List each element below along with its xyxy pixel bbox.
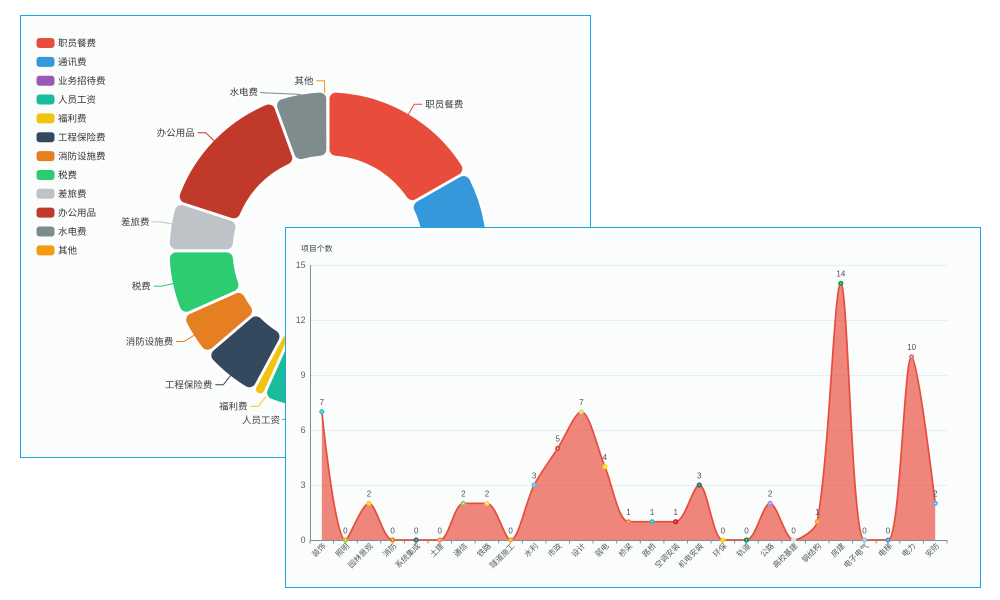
svg-text:2: 2 xyxy=(367,490,372,499)
svg-text:2: 2 xyxy=(768,490,773,499)
svg-text:7: 7 xyxy=(320,398,325,407)
svg-text:2: 2 xyxy=(933,490,938,499)
svg-text:15: 15 xyxy=(296,260,306,270)
svg-text:12: 12 xyxy=(296,315,306,325)
svg-text:6: 6 xyxy=(301,425,306,435)
svg-text:2: 2 xyxy=(485,490,490,499)
svg-text:3: 3 xyxy=(301,480,306,490)
svg-text:0: 0 xyxy=(862,526,867,535)
svg-text:7: 7 xyxy=(579,398,584,407)
svg-text:4: 4 xyxy=(603,453,608,462)
svg-text:1: 1 xyxy=(815,508,820,517)
svg-text:0: 0 xyxy=(343,526,348,535)
svg-text:2: 2 xyxy=(461,490,466,499)
svg-text:0: 0 xyxy=(721,526,726,535)
svg-text:1: 1 xyxy=(673,508,678,517)
svg-text:3: 3 xyxy=(697,471,702,480)
svg-text:0: 0 xyxy=(414,526,419,535)
svg-text:0: 0 xyxy=(508,526,513,535)
svg-text:0: 0 xyxy=(744,526,749,535)
svg-text:1: 1 xyxy=(626,508,631,517)
svg-text:0: 0 xyxy=(886,526,891,535)
svg-text:0: 0 xyxy=(301,535,306,545)
svg-text:0: 0 xyxy=(791,526,796,535)
svg-text:0: 0 xyxy=(390,526,395,535)
svg-text:0: 0 xyxy=(438,526,443,535)
svg-text:14: 14 xyxy=(836,270,845,279)
svg-text:1: 1 xyxy=(650,508,655,517)
svg-text:5: 5 xyxy=(555,435,560,444)
svg-text:10: 10 xyxy=(907,343,916,352)
svg-text:3: 3 xyxy=(532,471,537,480)
svg-text:9: 9 xyxy=(301,370,306,380)
